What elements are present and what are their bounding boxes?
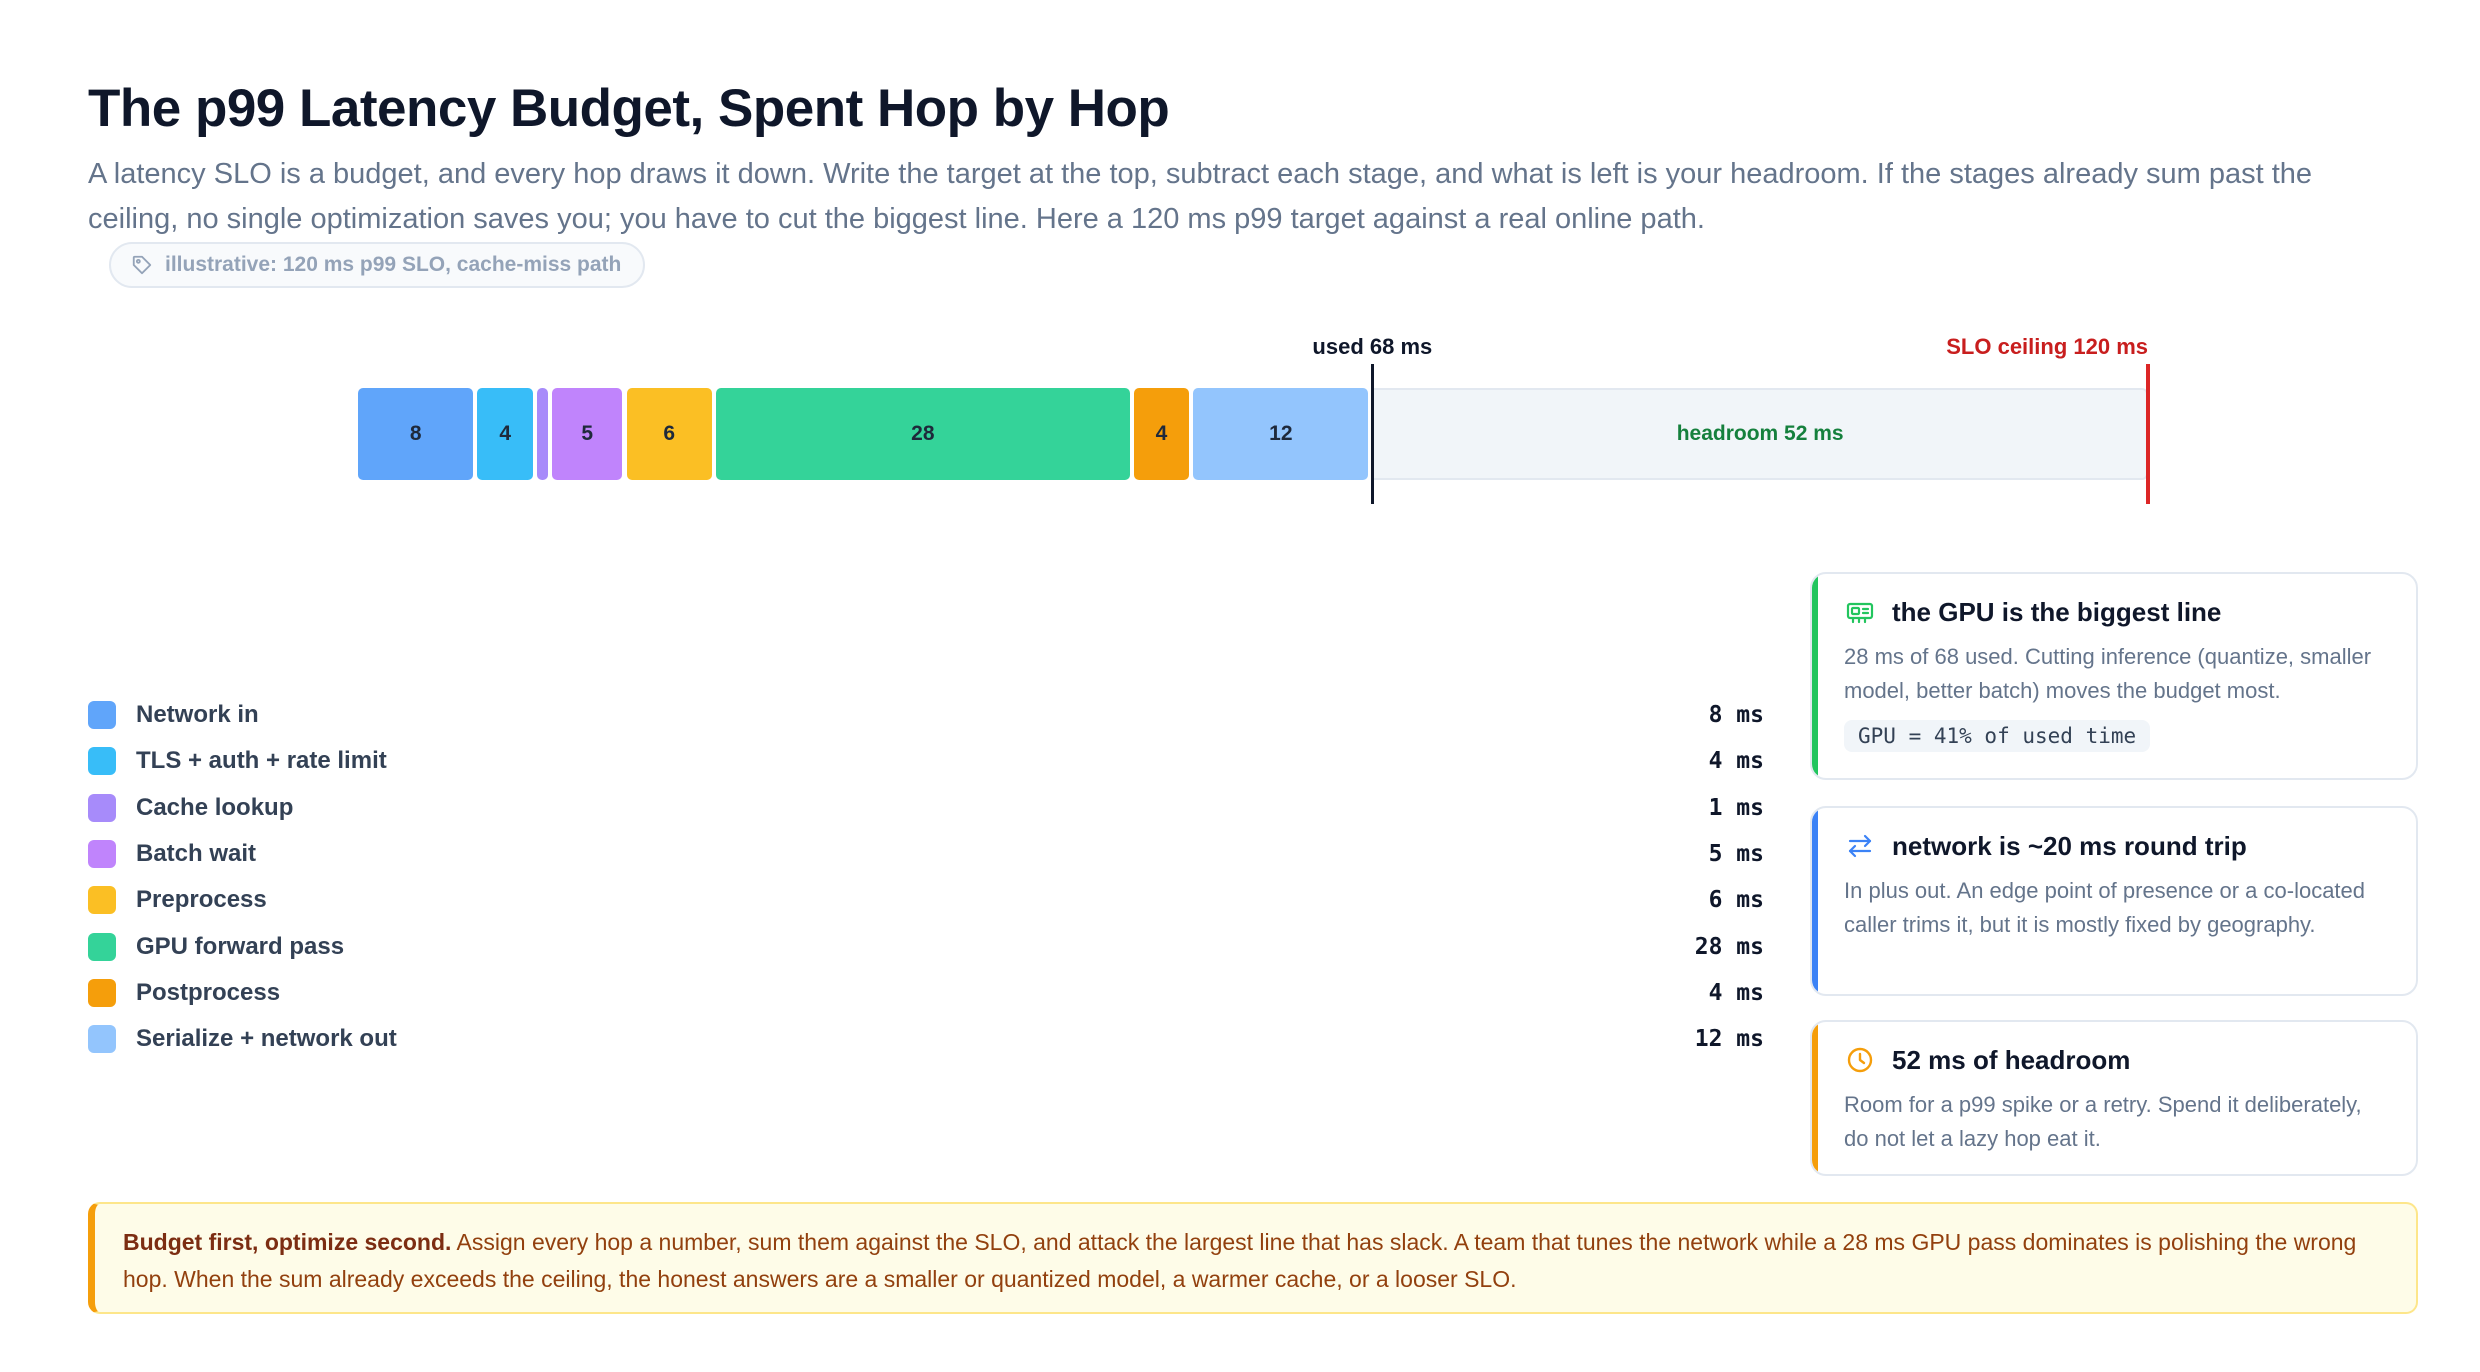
legend-label: Batch wait [136, 840, 257, 868]
scenario-badge-text: illustrative: 120 ms p99 SLO, cache-miss… [165, 253, 622, 276]
callout-lead: Budget first, optimize second. [123, 1229, 452, 1255]
takeaway-callout: Budget first, optimize second. Assign ev… [88, 1202, 2418, 1314]
slo-ceiling-label: SLO ceiling 120 ms [1946, 334, 2148, 359]
card-title: 52 ms of headroom [1892, 1044, 2131, 1075]
gpu-icon [1846, 602, 1874, 624]
legend-item: Preprocess 6 ms [88, 877, 1764, 923]
bar-segment: 5 [551, 388, 623, 480]
headroom-label: headroom 52 ms [1676, 422, 1844, 445]
page-subtitle: A latency SLO is a budget, and every hop… [88, 158, 2313, 235]
legend-value: 1 ms [1694, 794, 1764, 821]
legend-swatch [88, 701, 116, 730]
legend-label: Cache lookup [136, 793, 294, 821]
page-title: The p99 Latency Budget, Spent Hop by Hop [88, 79, 1170, 138]
legend-label: Serialize + network out [136, 1025, 397, 1053]
insight-card-network: network is ~20 ms round trip In plus out… [1810, 806, 2418, 996]
legend-swatch [88, 747, 116, 776]
legend-item: Serialize + network out 12 ms [88, 1016, 1764, 1062]
legend-value: 4 ms [1694, 748, 1764, 775]
bar-segment-label: 4 [499, 422, 511, 445]
legend-swatch [88, 932, 116, 961]
bar-segment: 4 [1133, 388, 1190, 480]
insight-card-headroom: 52 ms of headroom Room for a p99 spike o… [1810, 1020, 2418, 1176]
card-body: In plus out. An edge point of presence o… [1844, 878, 2366, 937]
legend-item: GPU forward pass 28 ms [88, 923, 1764, 969]
legend-label: GPU forward pass [136, 932, 345, 960]
bar-segment: 4 [477, 388, 533, 480]
bar-segment: 8 [358, 388, 474, 480]
bar-segment [537, 388, 548, 480]
bar-segment-label: 28 [911, 422, 935, 445]
used-marker-label: used 68 ms [1312, 334, 1433, 359]
legend-item: Postprocess 4 ms [88, 970, 1764, 1016]
legend-label: Network in [136, 701, 259, 729]
legend-item: Network in 8 ms [88, 692, 1764, 738]
used-marker-line [1371, 364, 1375, 504]
legend-label: Postprocess [136, 978, 281, 1006]
bar-segment: 6 [626, 388, 712, 480]
bar-segment: 12 [1193, 388, 1369, 480]
latency-budget-bar: 8 4 5 6 28 4 12 headroom 52 ms used 68 ms SLO cei… [0, 320, 2480, 520]
card-title: network is ~20 ms round trip [1892, 830, 2247, 861]
legend-item: Batch wait 5 ms [88, 831, 1764, 877]
legend-item: TLS + auth + rate limit 4 ms [88, 738, 1764, 784]
legend-value: 5 ms [1694, 841, 1764, 868]
legend-swatch [88, 978, 116, 1007]
card-body: 28 ms of 68 used. Cutting inference (qua… [1844, 644, 2372, 703]
bar-segment-label: 12 [1269, 422, 1293, 445]
legend-value: 6 ms [1694, 887, 1764, 914]
arrows-exchange-icon [1848, 834, 1872, 858]
scenario-badge: illustrative: 120 ms p99 SLO, cache-miss… [109, 242, 646, 288]
headroom-segment: headroom 52 ms [1372, 388, 2148, 480]
legend-label: Preprocess [136, 886, 267, 914]
legend-swatch [88, 840, 116, 869]
legend-swatch [88, 1025, 116, 1054]
bar-segment: 28 [716, 388, 1130, 480]
card-title: the GPU is the biggest line [1892, 596, 2222, 627]
card-body: Room for a p99 spike or a retry. Spend i… [1844, 1092, 2362, 1151]
legend-value: 12 ms [1694, 1026, 1764, 1053]
callout-text: Assign every hop a number, sum them agai… [123, 1229, 2357, 1292]
bar-segment-label: 6 [663, 422, 676, 445]
bar-segment-label: 4 [1155, 422, 1168, 445]
legend: Network in 8 ms TLS + auth + rate limit … [88, 692, 1764, 1062]
legend-item: Cache lookup 1 ms [88, 785, 1764, 831]
card-code: GPU = 41% of used time [1844, 720, 2151, 752]
clock-icon [1847, 1047, 1873, 1073]
bar-segment-label: 8 [409, 422, 422, 445]
bar-segment-label: 5 [581, 422, 594, 445]
legend-value: 4 ms [1694, 979, 1764, 1006]
insight-card-gpu: the GPU is the biggest line 28 ms of 68 … [1810, 572, 2418, 780]
legend-value: 28 ms [1694, 933, 1764, 960]
legend-value: 8 ms [1694, 702, 1764, 729]
legend-swatch [88, 793, 116, 822]
tag-icon [132, 255, 152, 275]
slo-ceiling-line [2146, 364, 2150, 504]
legend-swatch [88, 886, 116, 915]
legend-label: TLS + auth + rate limit [136, 747, 387, 775]
